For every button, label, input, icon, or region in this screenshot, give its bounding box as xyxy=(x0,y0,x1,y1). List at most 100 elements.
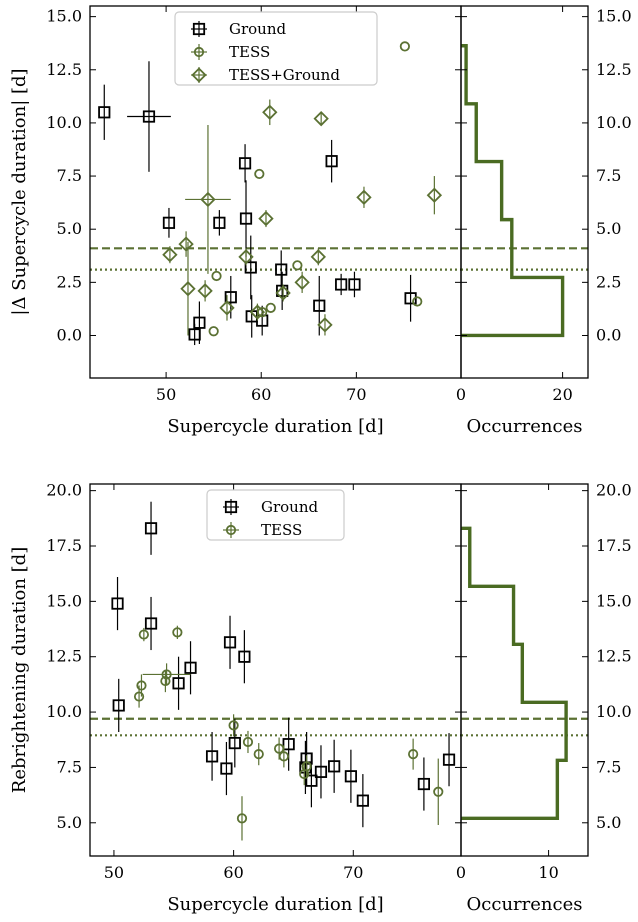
histogram-step xyxy=(461,44,565,338)
data-point-tess xyxy=(172,627,183,638)
axes-frame xyxy=(460,483,589,857)
data-point-tess xyxy=(399,41,410,52)
data-point-ground xyxy=(144,522,158,535)
data-point-tess xyxy=(412,296,423,307)
data-point-tess-ground xyxy=(219,300,235,316)
y-tick-label: 12.5 xyxy=(596,60,632,79)
y-tick-label: 0.0 xyxy=(596,325,621,344)
x-tick-label: 0 xyxy=(456,863,466,882)
data-point-tess-ground xyxy=(249,304,266,320)
data-point-tess-ground xyxy=(294,274,310,291)
axes-frame xyxy=(460,5,589,379)
x-axis-label: Occurrences xyxy=(467,416,583,437)
legend-box xyxy=(174,11,378,86)
x-tick-label: 50 xyxy=(104,863,124,882)
data-point-tess xyxy=(228,720,239,731)
data-point-ground xyxy=(356,794,369,807)
data-point-ground xyxy=(275,263,288,276)
x-axis-label: Supercycle duration [d] xyxy=(167,894,383,915)
data-point-tess xyxy=(136,680,147,691)
data-point-tess-ground xyxy=(200,191,216,208)
x-tick-label: 60 xyxy=(223,863,243,882)
data-point-tess-ground xyxy=(426,187,443,203)
legend-label: TESS+Ground xyxy=(229,66,340,84)
y-tick-label: 20.0 xyxy=(596,481,632,500)
data-point-tess-ground xyxy=(258,210,274,227)
y-tick-label: 15.0 xyxy=(596,7,632,26)
data-point-ground xyxy=(172,677,185,690)
y-tick-label: 5.0 xyxy=(57,813,82,832)
y-tick-label: 5.0 xyxy=(57,219,82,238)
data-point-ground xyxy=(417,777,431,791)
legend-label: Ground xyxy=(229,20,287,38)
data-point-tess-ground xyxy=(238,249,254,265)
data-point-ground xyxy=(442,753,456,766)
legend-box xyxy=(206,489,345,541)
legend-label: Ground xyxy=(261,498,319,516)
data-point-ground xyxy=(205,750,219,763)
data-point-tess xyxy=(301,761,312,772)
data-point-tess xyxy=(253,749,264,760)
data-point-tess xyxy=(292,260,303,271)
data-point-ground xyxy=(325,155,338,168)
top-scatter-panel: 0.0 2.5 5.0 7.5 10.0 12.5 15.0 50 60 70 Supercycle… xyxy=(9,5,462,437)
y-axis-label: Rebrightening duration [d] xyxy=(9,547,30,793)
data-point-ground xyxy=(213,216,226,229)
y-tick-label: 2.5 xyxy=(596,272,621,291)
y-tick-label: 5.0 xyxy=(596,813,621,832)
y-tick-label: 10.0 xyxy=(46,113,82,132)
histogram-step xyxy=(461,526,568,821)
y-tick-label: 17.5 xyxy=(46,536,82,555)
y-tick-label: 10.0 xyxy=(596,113,632,132)
data-point-ground xyxy=(238,157,252,170)
data-point-tess-ground xyxy=(356,189,372,205)
x-tick-label: 0 xyxy=(456,385,466,404)
data-point-tess xyxy=(265,302,276,313)
data-point-tess xyxy=(133,691,145,702)
data-point-tess xyxy=(278,751,289,762)
data-point-ground xyxy=(348,278,361,291)
data-point-tess xyxy=(138,629,149,640)
data-point-tess-ground xyxy=(275,285,291,301)
data-point-ground xyxy=(223,636,237,649)
data-point-tess xyxy=(408,749,419,760)
y-tick-label: 15.0 xyxy=(46,7,82,26)
x-tick-label: 70 xyxy=(343,863,363,882)
data-point-ground xyxy=(162,216,176,229)
y-tick-label: 12.5 xyxy=(596,647,632,666)
data-point-tess xyxy=(211,270,222,282)
y-tick-label: 12.5 xyxy=(46,60,82,79)
data-point-tess-ground xyxy=(162,247,178,263)
y-tick-label: 10.0 xyxy=(596,702,632,721)
y-tick-label: 2.5 xyxy=(57,272,82,291)
data-point-ground xyxy=(111,597,124,610)
y-tick-label: 15.0 xyxy=(46,591,82,610)
data-point-ground xyxy=(238,650,251,663)
legend-label: TESS xyxy=(261,521,302,539)
data-point-ground xyxy=(220,762,233,775)
x-tick-label: 60 xyxy=(251,385,271,404)
legend-marker xyxy=(225,524,237,536)
y-tick-label: 7.5 xyxy=(596,757,621,776)
legend-marker xyxy=(193,46,205,58)
legend-label: TESS xyxy=(229,43,270,61)
y-tick-label: 7.5 xyxy=(57,166,82,185)
data-point-ground xyxy=(313,299,326,312)
bottom-scatter-panel: 5.0 7.5 10.0 12.5 15.0 17.5 20.0 50 60 70 Supercyc… xyxy=(9,481,462,915)
top-histogram-panel: 0.0 2.5 5.0 7.5 10.0 12.5 15.0 0 20 Occurrences xyxy=(456,5,632,437)
y-tick-label: 7.5 xyxy=(57,757,82,776)
data-point-tess xyxy=(161,669,172,680)
x-axis-label: Occurrences xyxy=(467,894,583,915)
legend-marker xyxy=(192,22,206,36)
data-point-ground xyxy=(305,774,318,787)
x-tick-label: 20 xyxy=(552,385,572,404)
x-tick-label: 50 xyxy=(156,385,176,404)
data-point-ground xyxy=(239,212,253,225)
data-point-tess-ground xyxy=(178,236,194,252)
y-tick-label: 5.0 xyxy=(596,219,621,238)
y-tick-label: 17.5 xyxy=(596,536,632,555)
data-point-tess xyxy=(208,326,219,337)
data-point-ground xyxy=(314,765,328,778)
data-point-tess-ground xyxy=(313,110,329,127)
data-point-ground xyxy=(335,278,348,291)
